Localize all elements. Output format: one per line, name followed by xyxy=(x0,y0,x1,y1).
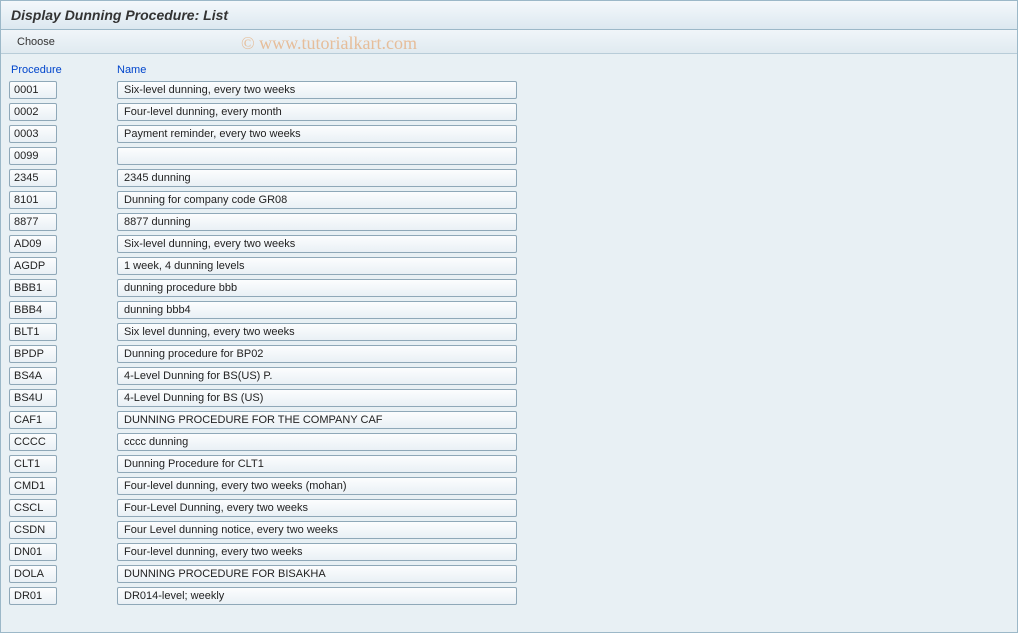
table-row: BS4A 4-Level Dunning for BS(US) P. xyxy=(9,365,1009,386)
name-cell[interactable]: dunning procedure bbb xyxy=(117,279,517,297)
list-rows-container: 0001Six-level dunning, every two weeks00… xyxy=(9,79,1009,606)
table-row: CCCC cccc dunning xyxy=(9,431,1009,452)
toolbar: Choose xyxy=(1,30,1017,54)
table-row: 0001 Six-level dunning, every two weeks xyxy=(9,79,1009,100)
name-cell[interactable]: 2345 dunning xyxy=(117,169,517,187)
name-cell[interactable]: Four-Level Dunning, every two weeks xyxy=(117,499,517,517)
name-cell[interactable]: Dunning Procedure for CLT1 xyxy=(117,455,517,473)
procedure-cell[interactable]: BS4U xyxy=(9,389,57,407)
procedure-cell[interactable]: DN01 xyxy=(9,543,57,561)
name-cell[interactable]: DUNNING PROCEDURE FOR BISAKHA xyxy=(117,565,517,583)
column-header-name[interactable]: Name xyxy=(117,64,146,76)
procedure-cell[interactable]: BS4A xyxy=(9,367,57,385)
content-area: Procedure Name 0001 Six-level dunning, ev… xyxy=(1,54,1017,616)
table-row: DR01 DR014-level; weekly xyxy=(9,585,1009,606)
procedure-cell[interactable]: BLT1 xyxy=(9,323,57,341)
procedure-cell[interactable]: DR01 xyxy=(9,587,57,605)
procedure-cell[interactable]: 0003 xyxy=(9,125,57,143)
name-cell[interactable]: Dunning for company code GR08 xyxy=(117,191,517,209)
table-row: CSDN Four Level dunning notice, every two… xyxy=(9,519,1009,540)
table-row: DN01 Four-level dunning, every two weeks xyxy=(9,541,1009,562)
table-row: 0099 xyxy=(9,145,1009,166)
table-row: 0002 Four-level dunning, every month xyxy=(9,101,1009,122)
procedure-cell[interactable]: CMD1 xyxy=(9,477,57,495)
procedure-cell[interactable]: 0001 xyxy=(9,81,57,99)
procedure-cell[interactable]: 8101 xyxy=(9,191,57,209)
table-row: AD09 Six-level dunning, every two weeks xyxy=(9,233,1009,254)
table-row: 8101 Dunning for company code GR08 xyxy=(9,189,1009,210)
procedure-cell[interactable]: CAF1 xyxy=(9,411,57,429)
name-cell[interactable]: 4-Level Dunning for BS (US) xyxy=(117,389,517,407)
table-row: BS4U 4-Level Dunning for BS (US) xyxy=(9,387,1009,408)
name-cell[interactable] xyxy=(117,147,517,165)
procedure-cell[interactable]: 0002 xyxy=(9,103,57,121)
table-row: 2345 2345 dunning xyxy=(9,167,1009,188)
table-row: DOLA DUNNING PROCEDURE FOR BISAKHA xyxy=(9,563,1009,584)
procedure-cell[interactable]: 0099 xyxy=(9,147,57,165)
table-row: BBB4 dunning bbb4 xyxy=(9,299,1009,320)
procedure-cell[interactable]: BPDP xyxy=(9,345,57,363)
name-cell[interactable]: Four Level dunning notice, every two wee… xyxy=(117,521,517,539)
table-row: CMD1 Four-level dunning, every two weeks … xyxy=(9,475,1009,496)
table-row: BBB1 dunning procedure bbb xyxy=(9,277,1009,298)
table-row: CLT1 Dunning Procedure for CLT1 xyxy=(9,453,1009,474)
name-cell[interactable]: 8877 dunning xyxy=(117,213,517,231)
name-cell[interactable]: Six level dunning, every two weeks xyxy=(117,323,517,341)
procedure-cell[interactable]: DOLA xyxy=(9,565,57,583)
name-cell[interactable]: dunning bbb4 xyxy=(117,301,517,319)
procedure-cell[interactable]: AD09 xyxy=(9,235,57,253)
page-title: Display Dunning Procedure: List xyxy=(1,1,1017,30)
procedure-cell[interactable]: BBB4 xyxy=(9,301,57,319)
column-header-procedure[interactable]: Procedure xyxy=(9,64,57,76)
procedure-cell[interactable]: CCCC xyxy=(9,433,57,451)
table-row: 8877 8877 dunning xyxy=(9,211,1009,232)
list-header: Procedure Name xyxy=(9,64,1009,76)
name-cell[interactable]: 4-Level Dunning for BS(US) P. xyxy=(117,367,517,385)
name-cell[interactable]: cccc dunning xyxy=(117,433,517,451)
name-cell[interactable]: Six-level dunning, every two weeks xyxy=(117,81,517,99)
name-cell[interactable]: DUNNING PROCEDURE FOR THE COMPANY CAF xyxy=(117,411,517,429)
procedure-cell[interactable]: CSDN xyxy=(9,521,57,539)
procedure-cell[interactable]: 2345 xyxy=(9,169,57,187)
procedure-cell[interactable]: 8877 xyxy=(9,213,57,231)
name-cell[interactable]: Four-level dunning, every month xyxy=(117,103,517,121)
name-cell[interactable]: Six-level dunning, every two weeks xyxy=(117,235,517,253)
table-row: AGDP 1 week, 4 dunning levels xyxy=(9,255,1009,276)
name-cell[interactable]: Dunning procedure for BP02 xyxy=(117,345,517,363)
table-row: BLT1 Six level dunning, every two weeks xyxy=(9,321,1009,342)
procedure-cell[interactable]: AGDP xyxy=(9,257,57,275)
table-row: BPDP Dunning procedure for BP02 xyxy=(9,343,1009,364)
name-cell[interactable]: 1 week, 4 dunning levels xyxy=(117,257,517,275)
choose-button[interactable]: Choose xyxy=(9,34,63,50)
name-cell[interactable]: Payment reminder, every two weeks xyxy=(117,125,517,143)
table-row: CSCL Four-Level Dunning, every two weeks xyxy=(9,497,1009,518)
table-row: CAF1 DUNNING PROCEDURE FOR THE COMPANY CA… xyxy=(9,409,1009,430)
name-cell[interactable]: DR014-level; weekly xyxy=(117,587,517,605)
table-row: 0003 Payment reminder, every two weeks xyxy=(9,123,1009,144)
procedure-cell[interactable]: CLT1 xyxy=(9,455,57,473)
name-cell[interactable]: Four-level dunning, every two weeks (moh… xyxy=(117,477,517,495)
name-cell[interactable]: Four-level dunning, every two weeks xyxy=(117,543,517,561)
procedure-cell[interactable]: CSCL xyxy=(9,499,57,517)
procedure-cell[interactable]: BBB1 xyxy=(9,279,57,297)
